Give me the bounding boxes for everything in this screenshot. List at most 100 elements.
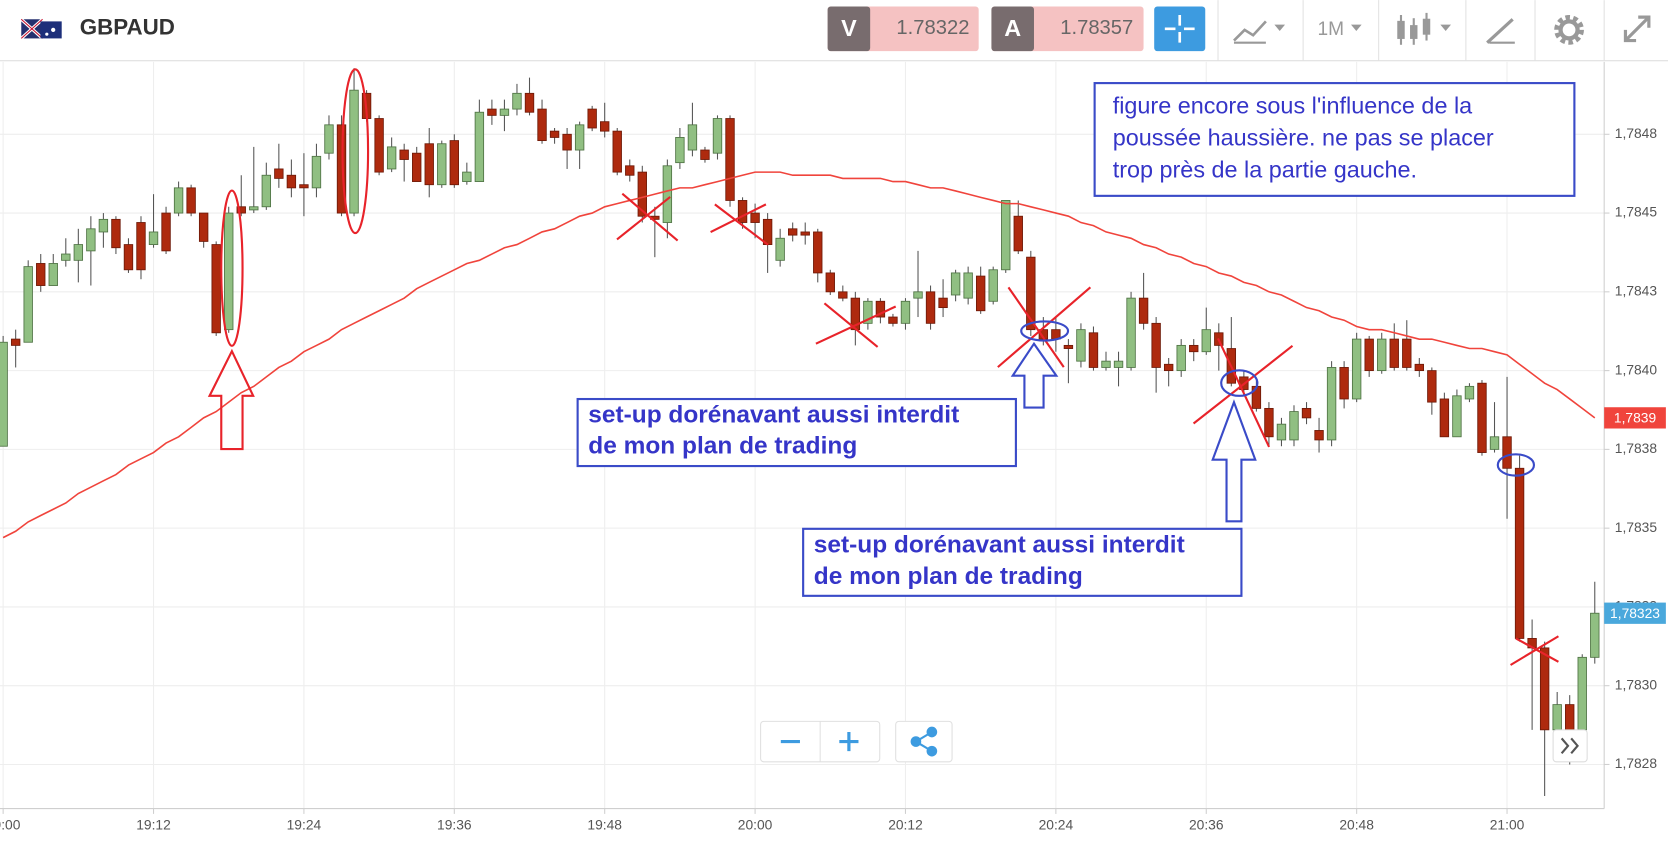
candle-body <box>813 231 823 274</box>
settings-button[interactable] <box>1554 15 1584 45</box>
y-tick-label: 1,7845 <box>1615 204 1658 220</box>
sell-button[interactable]: V 1.78322 <box>827 6 979 52</box>
red-markings <box>207 68 1559 666</box>
candle-body <box>1001 200 1011 271</box>
blue-ellipse <box>1496 453 1536 477</box>
candle-body <box>712 118 723 154</box>
y-tick-label: 1,7848 <box>1615 125 1658 141</box>
sell-label-bg[interactable] <box>827 6 871 52</box>
expand-button[interactable] <box>1623 15 1651 43</box>
chart-type-button[interactable] <box>1233 20 1286 44</box>
x-tick-label: 20:00 <box>738 816 773 832</box>
plot-area <box>0 68 1600 796</box>
candle-body <box>888 316 898 324</box>
crosshair-button[interactable] <box>1154 6 1206 52</box>
candle-body <box>1577 656 1587 731</box>
candle-body <box>687 124 698 151</box>
blue-markings <box>576 82 1576 597</box>
annotation-text: set-up dorénavant aussi interdit <box>588 402 959 429</box>
buy-label-bg[interactable] <box>991 6 1034 52</box>
scroll-end-bg[interactable] <box>1552 729 1588 763</box>
candle-body <box>1088 332 1099 368</box>
candle-body <box>900 300 911 324</box>
zoom-controls[interactable] <box>760 720 953 763</box>
candle-body <box>863 300 873 324</box>
candle-body <box>299 184 309 189</box>
annotation-text: de mon plan de trading <box>814 563 1083 590</box>
candle-body <box>173 187 184 214</box>
draw-button[interactable] <box>1486 18 1515 44</box>
candle-body <box>1427 370 1437 403</box>
candle-body <box>1101 360 1111 368</box>
candle-body <box>950 272 961 296</box>
candle-body <box>148 231 159 245</box>
candle-body <box>1276 423 1287 441</box>
candle-body <box>386 146 397 170</box>
candle-button[interactable] <box>1397 12 1451 45</box>
candle-body <box>1013 215 1023 252</box>
candle-body <box>61 253 71 261</box>
zoom-in[interactable] <box>839 731 859 752</box>
candle-body <box>1326 367 1337 441</box>
crosshair-icon[interactable] <box>1164 15 1195 43</box>
scroll-end-button[interactable] <box>1552 729 1588 763</box>
red-cross <box>710 203 769 246</box>
x-tick-label: 20:36 <box>1189 816 1224 832</box>
candle-body <box>963 272 973 299</box>
candle-body <box>750 212 760 223</box>
candle-body <box>587 108 597 129</box>
x-tick-label: 19:00 <box>0 816 21 832</box>
sell-label[interactable]: V <box>841 15 857 41</box>
candle-body <box>73 244 84 261</box>
candle-body <box>1138 297 1149 324</box>
annotation-text: de mon plan de trading <box>588 432 857 459</box>
buy-label[interactable]: A <box>1004 15 1021 41</box>
candle-body <box>1364 338 1374 372</box>
candle-body <box>612 130 622 173</box>
blue-ellipse <box>1220 369 1259 397</box>
buy-button[interactable]: A 1.78357 <box>991 6 1144 52</box>
candle-body <box>324 124 334 154</box>
candle-body <box>1452 395 1462 438</box>
moving-average <box>2 171 1596 539</box>
sell-price[interactable]: 1.78322 <box>896 17 969 39</box>
candle-body <box>625 165 635 176</box>
candle-body <box>524 92 535 113</box>
candle-body <box>499 108 510 116</box>
y-tick-label: 1,7835 <box>1615 519 1658 535</box>
candle-body <box>10 338 21 346</box>
candle-body <box>1552 704 1562 731</box>
candle-body <box>186 187 196 214</box>
candle-body <box>474 111 485 182</box>
candle-body <box>838 291 848 299</box>
buy-price[interactable]: 1.78357 <box>1060 17 1133 39</box>
candle-body <box>1389 338 1399 368</box>
flag <box>20 18 62 40</box>
candle-body <box>336 124 347 214</box>
crosshair-bg[interactable] <box>1154 6 1206 52</box>
x-tick-label: 19:24 <box>287 816 322 832</box>
candle-body <box>98 218 109 233</box>
candle-body <box>788 228 798 236</box>
y-tick-label: 1,7828 <box>1615 755 1658 771</box>
candle-body <box>374 118 384 173</box>
candle-body <box>988 269 998 302</box>
timeframe[interactable]: 1M <box>1317 19 1344 40</box>
timeframe-caret[interactable] <box>1350 24 1362 31</box>
ma-price-tag-bg <box>1604 407 1666 429</box>
candle-body <box>437 143 447 186</box>
candle-body <box>111 218 121 249</box>
scroll-end-icon[interactable] <box>1560 737 1579 754</box>
x-tick-label: 19:12 <box>136 816 171 832</box>
candle-body <box>1539 647 1550 731</box>
candle-body <box>462 171 472 182</box>
x-tick-label: 20:48 <box>1339 816 1374 832</box>
share-box[interactable] <box>895 720 953 763</box>
candle-body <box>1126 297 1136 368</box>
candle-body <box>249 206 259 211</box>
x-tick-label: 20:12 <box>888 816 923 832</box>
x-tick-label: 20:24 <box>1039 816 1074 832</box>
share-icon[interactable] <box>910 726 938 757</box>
candle-body <box>86 228 96 252</box>
